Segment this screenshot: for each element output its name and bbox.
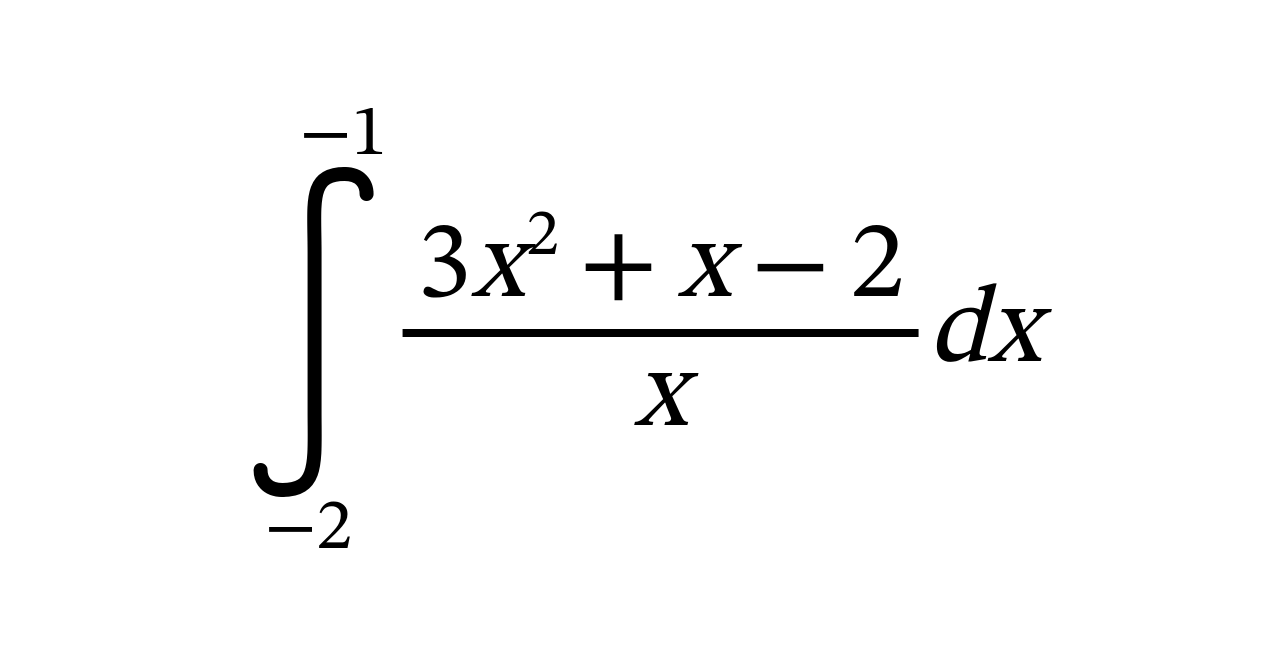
- integral-expression: −1 −2 3x2 + x − 2 x dx: [240, 100, 1041, 566]
- const-2: 2: [850, 208, 904, 329]
- fraction-bar: [403, 329, 918, 337]
- lower-limit: −2: [265, 494, 352, 566]
- equation-canvas: −1 −2 3x2 + x − 2 x dx: [0, 0, 1280, 665]
- integral-operator: −1 −2: [240, 100, 387, 566]
- coef-3: 3: [417, 208, 471, 329]
- var-x1: x: [472, 208, 525, 329]
- numerator: 3x2 + x − 2: [403, 208, 918, 329]
- integrand-fraction: 3x2 + x − 2 x: [403, 208, 918, 458]
- plus-op: +: [579, 208, 658, 329]
- minus-op: −: [751, 208, 830, 329]
- exponent-2: 2: [526, 201, 559, 274]
- differential-dx: dx: [928, 264, 1040, 402]
- var-x2: x: [678, 208, 731, 329]
- integral-sign-icon: [248, 162, 378, 502]
- denominator: x: [620, 337, 701, 458]
